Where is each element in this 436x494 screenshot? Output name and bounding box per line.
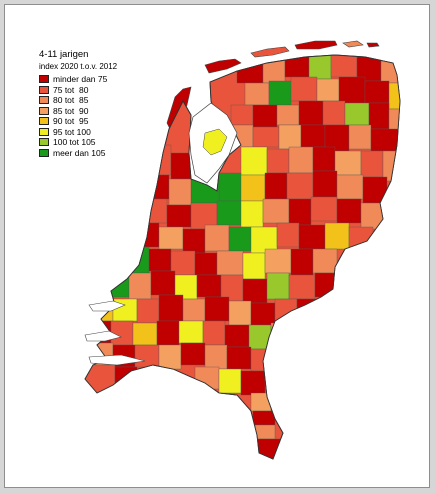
legend-item: minder dan 75 (39, 74, 147, 84)
legend-title: 4-11 jarigen (39, 49, 89, 60)
legend-item: 90 tot 95 (39, 116, 147, 126)
legend-swatch (39, 148, 49, 157)
legend-swatch (39, 85, 49, 94)
legend-swatch (39, 117, 49, 125)
legend-swatch (39, 96, 49, 104)
map-frame: 4-11 jarigen index 2020 t.o.v. 2012 mind… (4, 4, 430, 488)
zeeland-water (84, 300, 146, 366)
legend-item: meer dan 105 (39, 148, 147, 158)
legend-item: 100 tot 105 (39, 137, 147, 147)
legend-item: 95 tot 100 (39, 127, 147, 137)
legend-item: 80 tot 85 (39, 95, 147, 105)
legend-subtitle: index 2020 t.o.v. 2012 (39, 62, 118, 71)
netherlands-map (84, 40, 401, 460)
legend-swatch (39, 138, 49, 146)
legend-item: 85 tot 90 (39, 106, 147, 116)
legend: 4-11 jarigen index 2020 t.o.v. 2012 mind… (39, 49, 147, 158)
legend-swatch (39, 127, 49, 136)
legend-item: 75 tot 80 (39, 85, 147, 95)
mainland (84, 54, 401, 460)
legend-swatch (39, 106, 49, 115)
ijsselmeer (188, 102, 238, 184)
legend-swatch (39, 75, 49, 83)
